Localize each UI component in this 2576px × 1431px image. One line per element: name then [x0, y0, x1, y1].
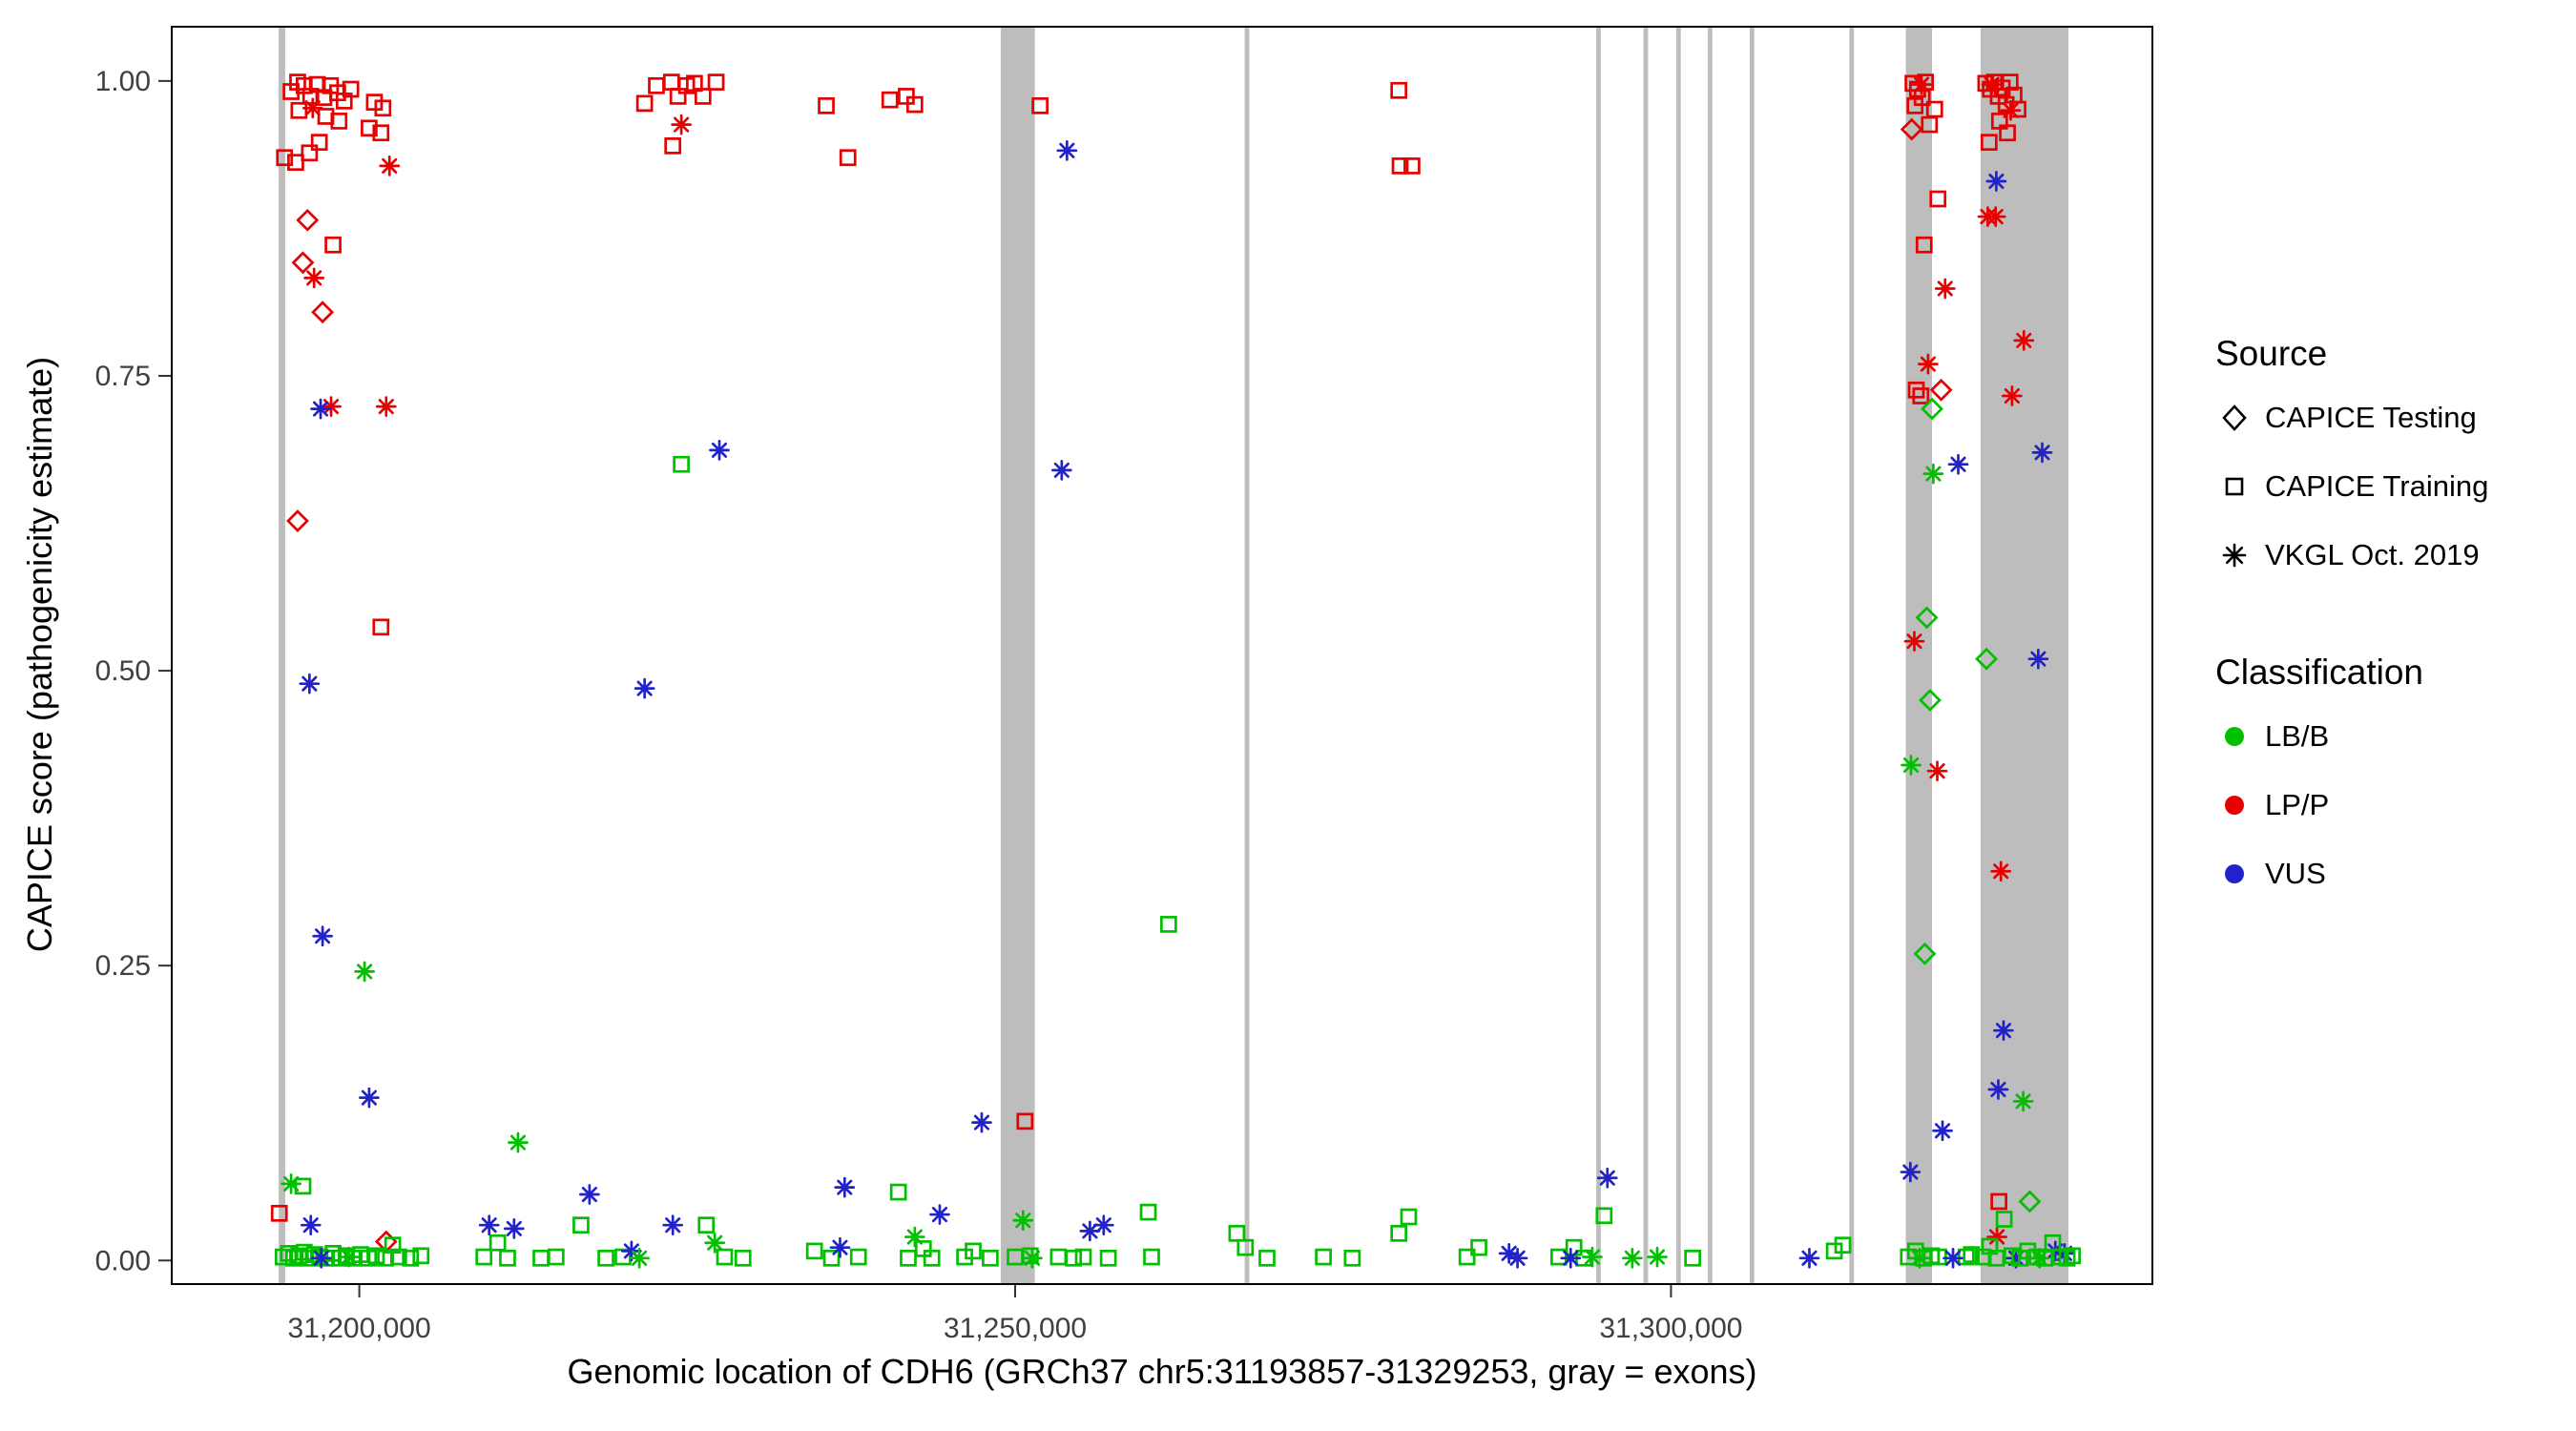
legend-item-label: VKGL Oct. 2019 [2265, 538, 2480, 571]
svg-text:0.75: 0.75 [95, 361, 151, 392]
lpp-dot-icon [2225, 796, 2244, 815]
legend-item-label: CAPICE Training [2265, 469, 2489, 503]
lbb-dot-icon [2225, 727, 2244, 746]
svg-text:0.00: 0.00 [95, 1245, 151, 1276]
legend-item-capice-training: CAPICE Training [2215, 452, 2568, 521]
open-diamond-icon [2215, 399, 2265, 437]
legend-item-vus: VUS [2215, 840, 2568, 908]
svg-text:31,200,000: 31,200,000 [288, 1313, 431, 1344]
legend: Source CAPICE Testing CAPICE Training VK… [2215, 334, 2568, 908]
vus-dot-icon [2225, 864, 2244, 883]
svg-text:1.00: 1.00 [95, 66, 151, 97]
y-axis-title: CAPICE score (pathogenicity estimate) [20, 356, 59, 953]
legend-item-label: CAPICE Testing [2265, 401, 2477, 434]
legend-item-label: LB/B [2265, 719, 2330, 753]
legend-item-lbb: LB/B [2215, 702, 2568, 771]
legend-item-label: LP/P [2265, 788, 2330, 821]
legend-item-vkgl: VKGL Oct. 2019 [2215, 521, 2568, 590]
svg-text:0.25: 0.25 [95, 950, 151, 982]
open-square-icon [2215, 467, 2265, 506]
svg-text:0.50: 0.50 [95, 655, 151, 687]
legend-item-lpp: LP/P [2215, 771, 2568, 840]
legend-item-capice-testing: CAPICE Testing [2215, 384, 2568, 452]
legend-item-label: VUS [2265, 857, 2326, 890]
svg-text:31,300,000: 31,300,000 [1599, 1313, 1742, 1344]
asterisk-icon [2215, 536, 2265, 574]
legend-classification-title: Classification [2215, 653, 2423, 692]
x-axis-title: Genomic location of CDH6 (GRCh37 chr5:31… [567, 1352, 1757, 1391]
legend-source-title: Source [2215, 334, 2328, 373]
svg-text:31,250,000: 31,250,000 [944, 1313, 1087, 1344]
